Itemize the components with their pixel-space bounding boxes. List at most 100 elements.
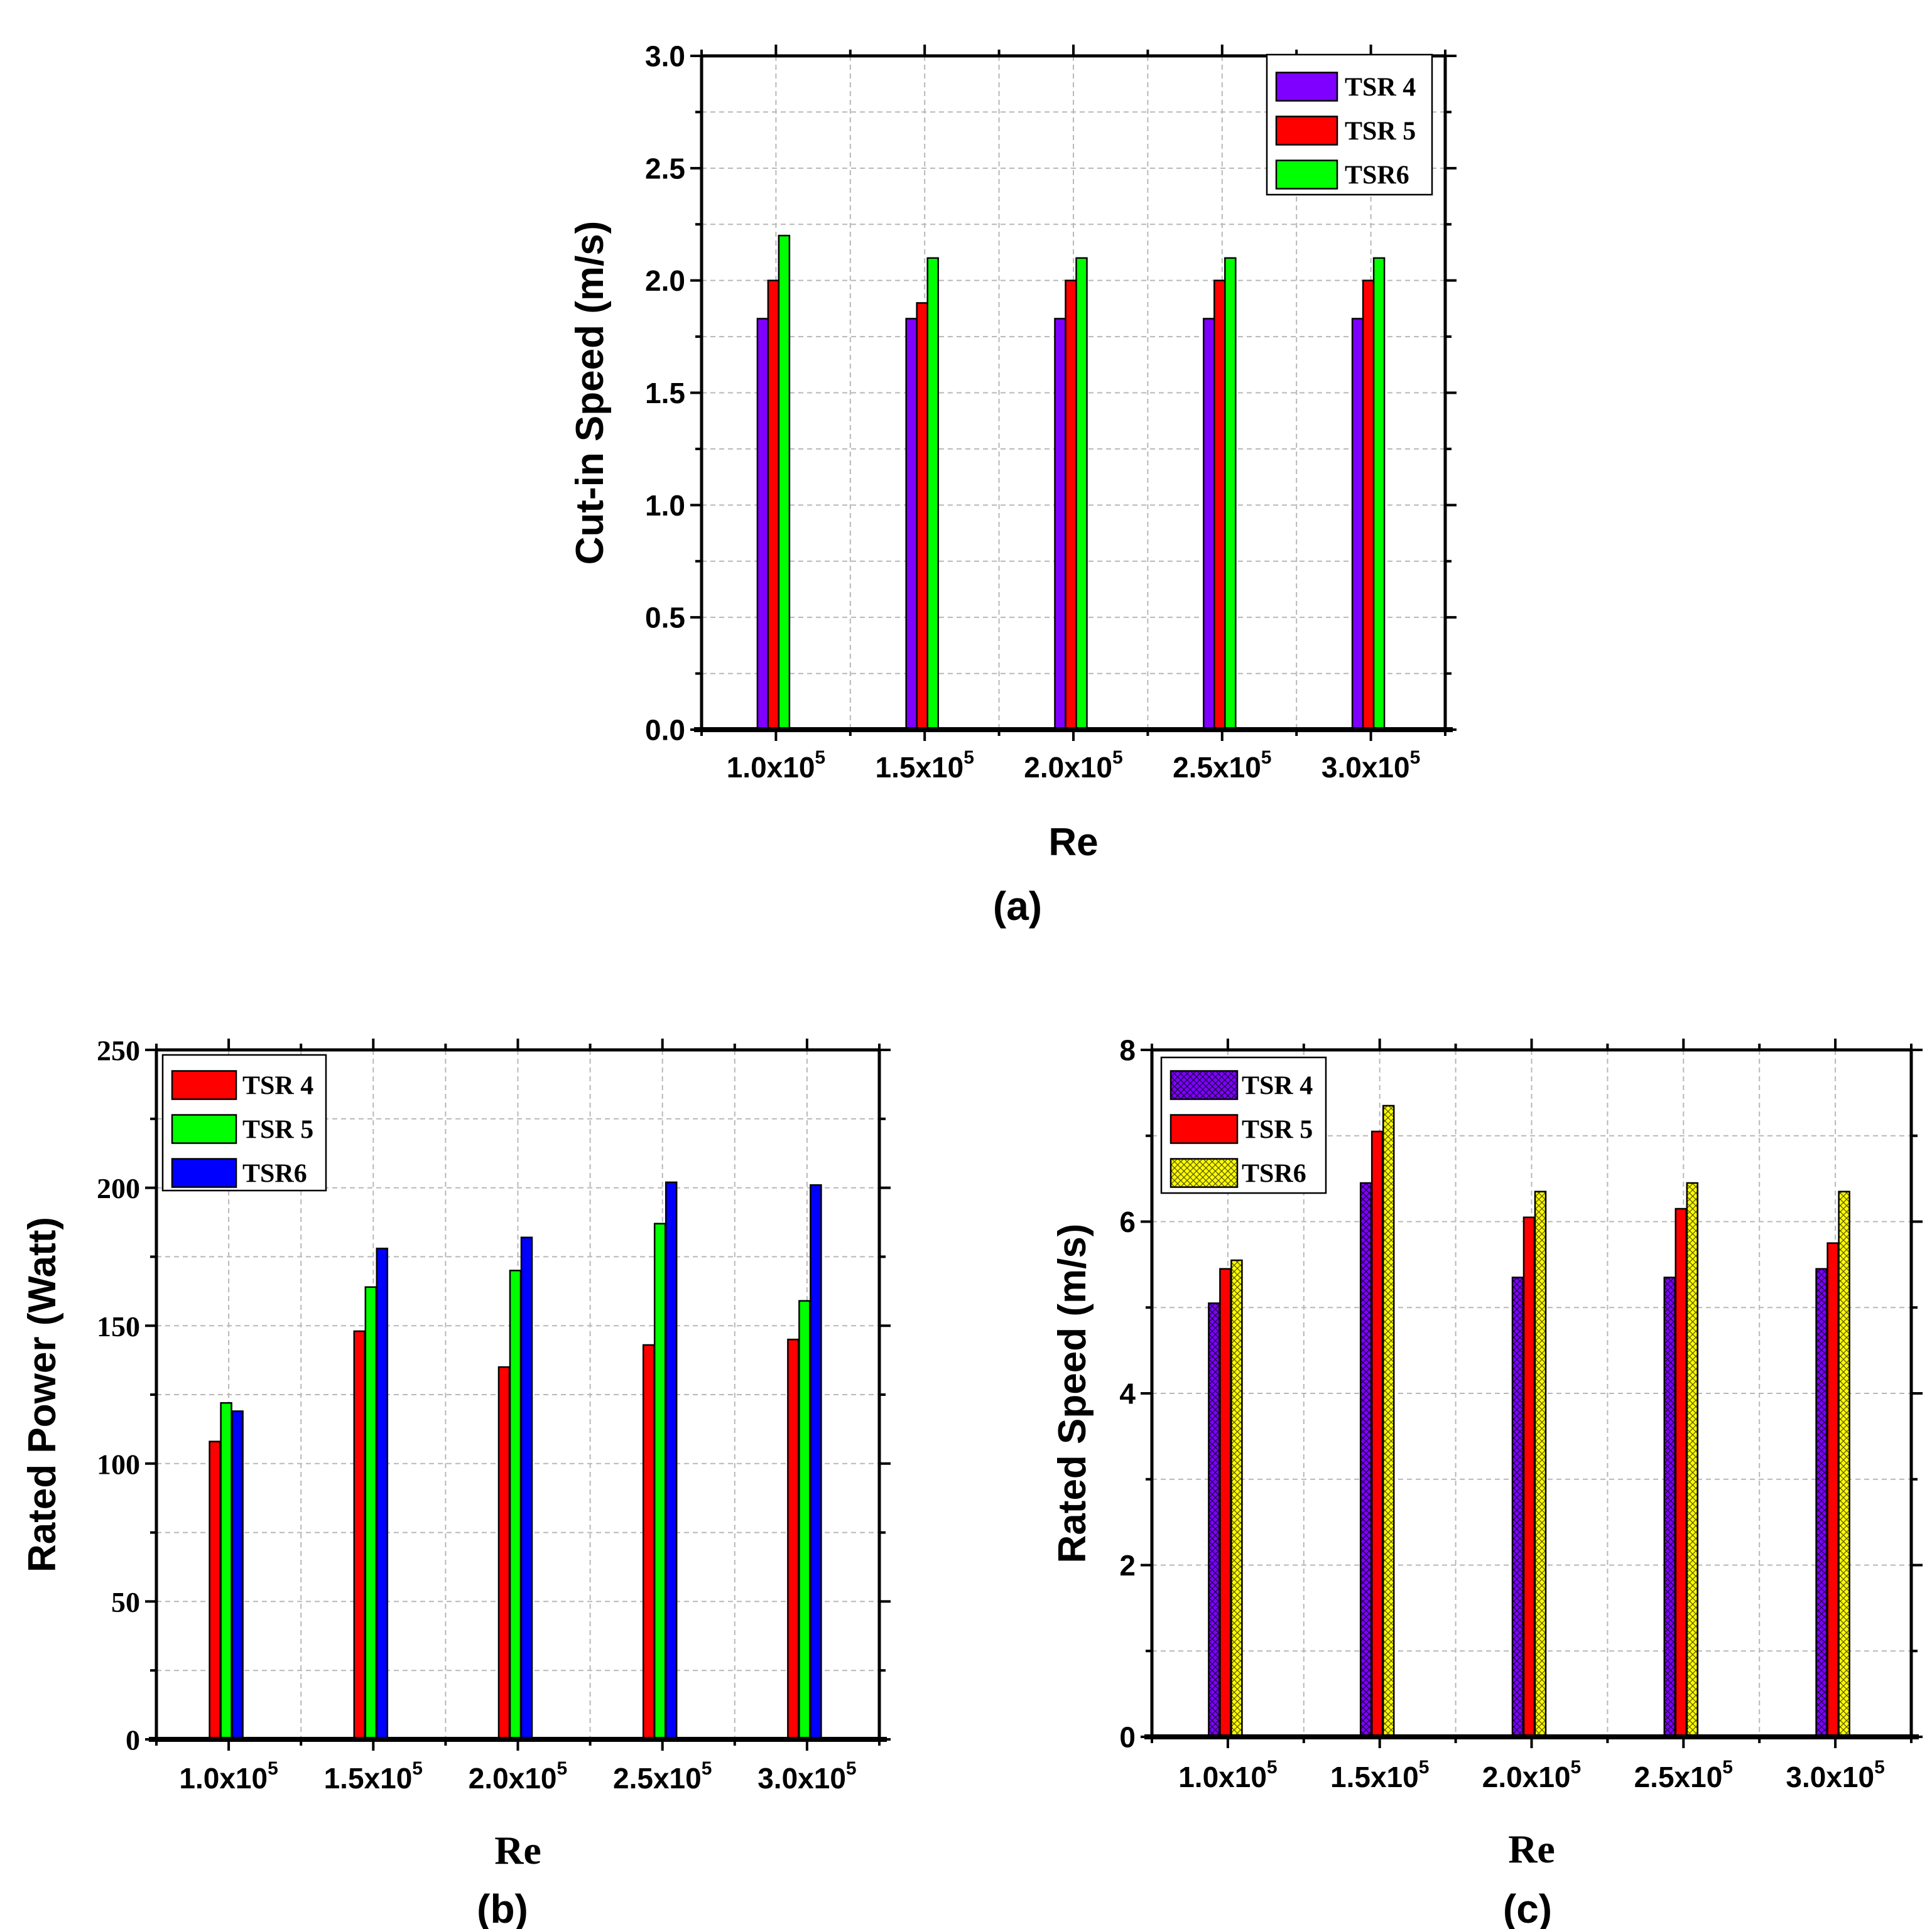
x-tick-label: 1.5x105 bbox=[1330, 1757, 1429, 1793]
y-tick-label: 2 bbox=[1119, 1549, 1136, 1582]
y-tick-label: 100 bbox=[97, 1448, 140, 1480]
y-tick-label: 50 bbox=[111, 1586, 140, 1618]
legend-label: TSR 4 bbox=[1242, 1072, 1313, 1101]
bar-tsr4-2 bbox=[1054, 318, 1066, 731]
bar-tsr6-0 bbox=[1230, 1259, 1243, 1738]
x-axis-title: Re bbox=[1048, 821, 1098, 864]
legend-swatch bbox=[1170, 1158, 1239, 1188]
panel-label: (a) bbox=[993, 883, 1042, 929]
legend-label: TSR 5 bbox=[1345, 117, 1416, 146]
bar-tsr6-3 bbox=[1224, 257, 1237, 731]
y-tick-label: 150 bbox=[97, 1310, 140, 1343]
bar-tsr6-4 bbox=[1838, 1191, 1850, 1738]
bar-tsr4-0 bbox=[1208, 1302, 1220, 1738]
chart-panel-a: 0.0 0.5 1.0 1.5 2.0 2.5 3.0 1.0x105 1.5x105 2.0x1… bbox=[568, 40, 1457, 929]
chart-panel-b: 0 50 100 150 200 250 1.0x105 1.5x105 2.0x105 2.5x… bbox=[21, 1035, 891, 1929]
x-tick-label-exponent: 5 bbox=[557, 1758, 568, 1779]
bar-tsr6-1 bbox=[1382, 1105, 1395, 1738]
bar-tsr5-4 bbox=[1362, 279, 1375, 731]
y-tick-label: 1.0 bbox=[645, 489, 685, 522]
y-tick-label: 0 bbox=[1119, 1721, 1136, 1754]
y-tick-label: 200 bbox=[97, 1172, 140, 1204]
y-tick-label: 0.0 bbox=[645, 714, 685, 747]
x-tick-label-exponent: 5 bbox=[815, 747, 825, 768]
bar-tsr6-1 bbox=[376, 1247, 389, 1741]
bar-tsr5-2 bbox=[509, 1270, 522, 1741]
x-tick-label-exponent: 5 bbox=[1722, 1757, 1733, 1778]
bar-tsr4-3 bbox=[1203, 318, 1215, 731]
bar-tsr4-1 bbox=[905, 318, 918, 731]
bar-tsr4-0 bbox=[209, 1440, 221, 1741]
x-tick-label: 2.5x105 bbox=[613, 1758, 712, 1795]
y-axis-title: Rated Speed (m/s) bbox=[1051, 1224, 1094, 1564]
legend-label: TSR 4 bbox=[242, 1072, 313, 1101]
x-tick-label-exponent: 5 bbox=[412, 1758, 423, 1779]
legend-swatch bbox=[1275, 159, 1338, 190]
bar-tsr5-2 bbox=[1065, 279, 1077, 731]
bar-tsr4-2 bbox=[497, 1366, 511, 1741]
x-tick-label-exponent: 5 bbox=[1410, 747, 1421, 768]
bar-tsr5-0 bbox=[767, 279, 780, 731]
panel-label: (c) bbox=[1503, 1886, 1552, 1929]
bar-tsr4-4 bbox=[787, 1338, 800, 1741]
legend-label: TSR6 bbox=[1345, 161, 1409, 190]
legend-swatch bbox=[1170, 1114, 1239, 1144]
bar-tsr5-0 bbox=[220, 1402, 232, 1741]
x-tick-label: 2.0x105 bbox=[1482, 1757, 1581, 1793]
x-tick-label-exponent: 5 bbox=[702, 1758, 712, 1779]
x-tick-label: 1.5x105 bbox=[876, 747, 974, 784]
y-tick-label: 0 bbox=[126, 1724, 140, 1756]
x-tick-label: 3.0x105 bbox=[757, 1758, 856, 1795]
chart-panel-c: 0 2 4 6 8 1.0x105 1.5x105 2.0x105 2.5x105 3.0x105… bbox=[1051, 1034, 1923, 1929]
legend-swatch bbox=[171, 1158, 237, 1188]
x-tick-label: 3.0x105 bbox=[1786, 1757, 1884, 1793]
bar-tsr4-2 bbox=[1511, 1277, 1524, 1738]
y-tick-label: 250 bbox=[97, 1035, 140, 1067]
panel-label: (b) bbox=[477, 1886, 528, 1929]
y-tick-label: 3.0 bbox=[645, 40, 685, 73]
x-axis-title: Re bbox=[1508, 1827, 1555, 1871]
bar-tsr6-1 bbox=[926, 257, 939, 731]
legend-swatch bbox=[171, 1114, 237, 1144]
bar-tsr5-4 bbox=[1826, 1242, 1839, 1738]
bar-tsr4-3 bbox=[1663, 1277, 1676, 1738]
x-axis-title: Re bbox=[494, 1828, 541, 1872]
bar-tsr5-1 bbox=[916, 302, 928, 731]
bar-tsr6-2 bbox=[520, 1236, 533, 1741]
legend-swatch bbox=[171, 1070, 237, 1100]
legend-label: TSR6 bbox=[1242, 1160, 1306, 1189]
x-tick-label-exponent: 5 bbox=[1261, 747, 1272, 768]
bar-tsr5-0 bbox=[1219, 1268, 1232, 1738]
y-axis-title: Cut-in Speed (m/s) bbox=[568, 221, 612, 565]
bar-tsr6-4 bbox=[1372, 257, 1386, 731]
bar-tsr6-0 bbox=[231, 1410, 244, 1741]
bar-tsr6-0 bbox=[778, 234, 791, 731]
x-tick-label: 2.0x105 bbox=[469, 1758, 567, 1795]
bar-tsr6-3 bbox=[665, 1181, 678, 1741]
bar-tsr4-0 bbox=[756, 318, 769, 731]
x-tick-label-exponent: 5 bbox=[1571, 1757, 1582, 1778]
x-tick-label: 2.5x105 bbox=[1173, 747, 1271, 784]
x-tick-label: 1.0x105 bbox=[179, 1758, 278, 1795]
x-tick-label-exponent: 5 bbox=[963, 747, 974, 768]
x-tick-label: 1.0x105 bbox=[727, 747, 825, 784]
legend-swatch bbox=[1170, 1070, 1239, 1100]
legend-label: TSR 4 bbox=[1345, 73, 1416, 102]
x-tick-label-exponent: 5 bbox=[1874, 1757, 1885, 1778]
x-tick-label: 1.5x105 bbox=[324, 1758, 423, 1795]
bar-tsr4-4 bbox=[1351, 318, 1364, 731]
bar-tsr5-4 bbox=[798, 1300, 811, 1741]
x-tick-label-exponent: 5 bbox=[1112, 747, 1123, 768]
bar-tsr6-4 bbox=[810, 1184, 822, 1741]
bar-tsr4-3 bbox=[642, 1344, 655, 1741]
y-tick-label: 6 bbox=[1119, 1206, 1136, 1238]
x-tick-label-exponent: 5 bbox=[268, 1758, 278, 1779]
y-tick-label: 2.0 bbox=[645, 264, 685, 297]
y-tick-label: 0.5 bbox=[645, 602, 685, 634]
bar-tsr5-2 bbox=[1522, 1216, 1536, 1738]
y-tick-label: 8 bbox=[1119, 1034, 1136, 1067]
legend-swatch bbox=[1275, 72, 1338, 102]
x-tick-label: 3.0x105 bbox=[1321, 747, 1420, 784]
bar-tsr6-2 bbox=[1075, 257, 1088, 731]
